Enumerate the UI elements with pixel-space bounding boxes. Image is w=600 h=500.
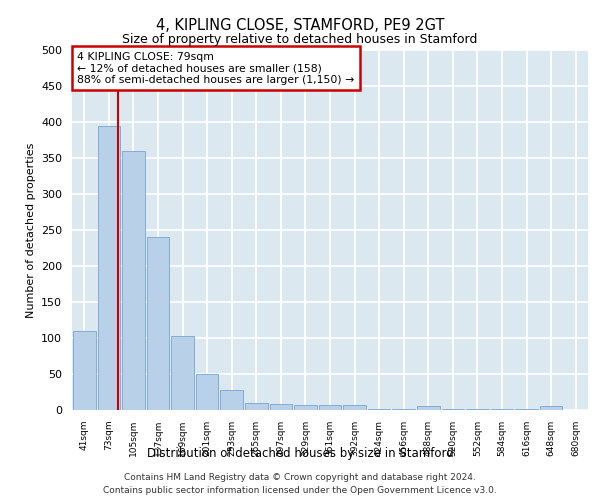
Bar (442, 408, 464, 410)
Text: 4 KIPLING CLOSE: 79sqm
← 12% of detached houses are smaller (158)
88% of semi-de: 4 KIPLING CLOSE: 79sqm ← 12% of detached… (77, 52, 355, 85)
Bar (269, 404, 292, 410)
Bar (220, 390, 243, 410)
Bar (491, 408, 514, 410)
Bar (294, 405, 317, 410)
Text: 4, KIPLING CLOSE, STAMFORD, PE9 2GT: 4, KIPLING CLOSE, STAMFORD, PE9 2GT (156, 18, 444, 32)
Bar (196, 374, 218, 410)
Text: Contains public sector information licensed under the Open Government Licence v3: Contains public sector information licen… (103, 486, 497, 495)
Bar (245, 403, 268, 410)
Bar (122, 151, 145, 410)
Bar (98, 126, 120, 410)
Y-axis label: Number of detached properties: Number of detached properties (26, 142, 35, 318)
Bar (343, 405, 366, 410)
Bar (368, 408, 391, 410)
Text: Contains HM Land Registry data © Crown copyright and database right 2024.: Contains HM Land Registry data © Crown c… (124, 472, 476, 482)
Bar (73, 331, 95, 410)
Text: Distribution of detached houses by size in Stamford: Distribution of detached houses by size … (146, 448, 454, 460)
Bar (146, 237, 169, 410)
Bar (392, 408, 415, 410)
Bar (171, 336, 194, 410)
Text: Size of property relative to detached houses in Stamford: Size of property relative to detached ho… (122, 32, 478, 46)
Bar (466, 408, 489, 410)
Bar (540, 406, 562, 410)
Bar (417, 406, 440, 410)
Bar (319, 405, 341, 410)
Bar (515, 408, 538, 410)
